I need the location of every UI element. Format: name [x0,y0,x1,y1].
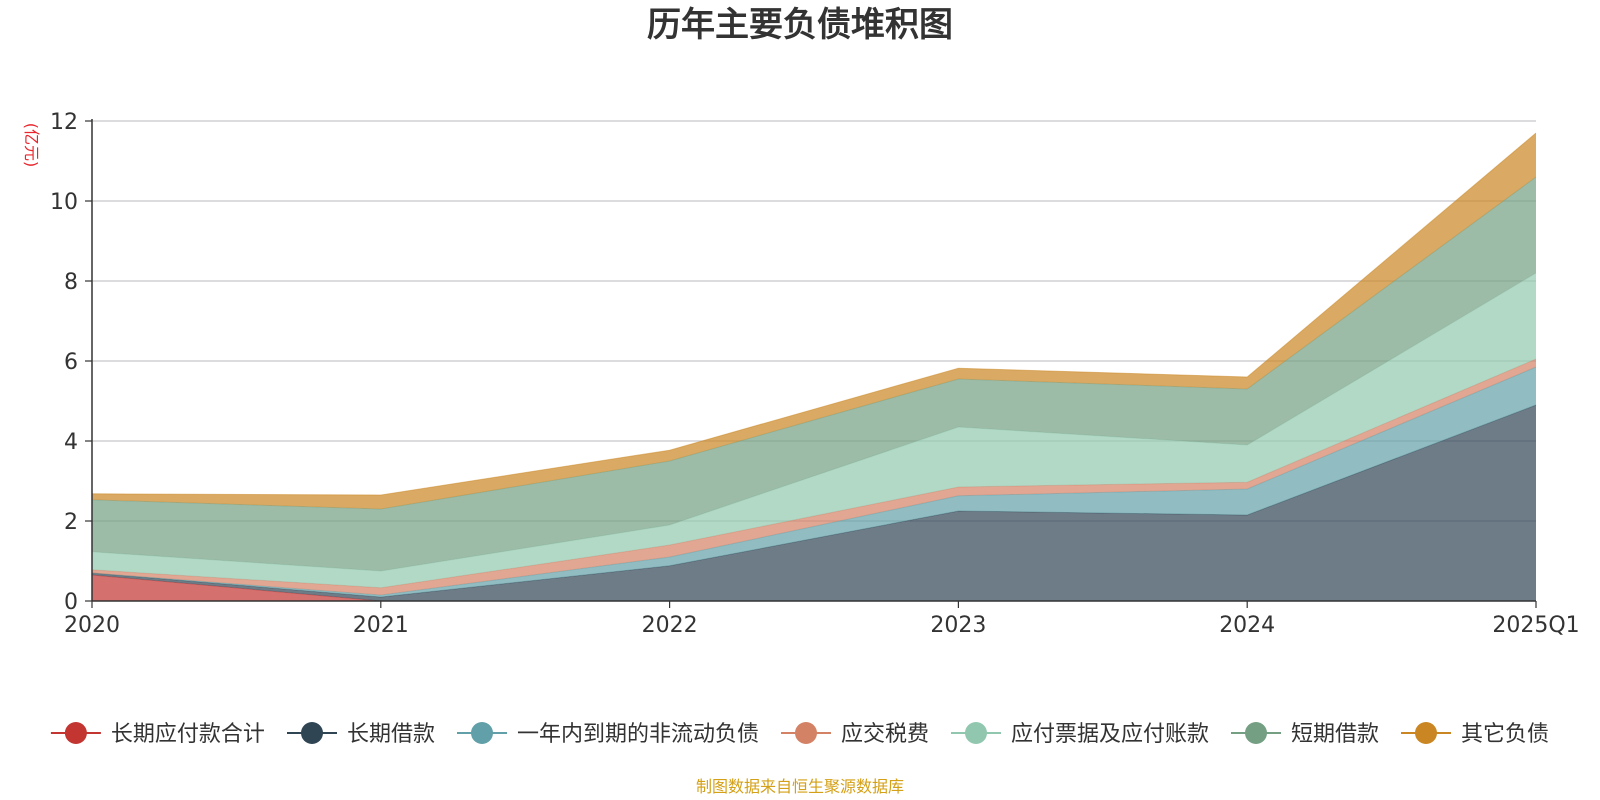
chart-title: 历年主要负债堆积图 [647,5,953,45]
x-tick-label-2025Q1: 2025Q1 [1492,613,1579,638]
legend-item-2: 一年内到期的非流动负债 [457,722,759,747]
legend-label-2: 一年内到期的非流动负债 [517,722,759,747]
legend-marker-4 [965,722,987,744]
y-tick-label-8: 8 [64,270,78,295]
area-series-5 [92,177,1536,571]
x-tick-label-2022: 2022 [642,613,698,638]
legend-item-5: 短期借款 [1231,722,1379,747]
y-tick-label-10: 10 [50,190,78,215]
x-tick-label-2020: 2020 [64,613,120,638]
legend-marker-1 [301,722,323,744]
legend-label-6: 其它负债 [1461,722,1549,747]
y-tick-label-12: 12 [50,110,78,135]
y-axis-unit-label: (亿元) [22,123,41,168]
legend-item-3: 应交税费 [781,722,929,747]
y-tick-label-4: 4 [64,430,78,455]
axes: 0 2 4 6 8 10 12 2020 2021 2022 2023 2024 2025Q1 [50,110,1580,638]
legend-item-1: 长期借款 [287,722,435,747]
x-tick-label-2021: 2021 [353,613,409,638]
legend-marker-2 [471,722,493,744]
legend-item-0: 长期应付款合计 [50,722,265,747]
legend-item-6: 其它负债 [1401,722,1549,747]
legend-marker-5 [1245,722,1267,744]
y-tick-label-2: 2 [64,510,78,535]
area-series-1 [92,405,1536,601]
legend-label-5: 短期借款 [1291,722,1379,747]
x-tick-label-2024: 2024 [1219,613,1275,638]
legend: 长期应付款合计 长期借款 一年内到期的非流动负债 应交税费 应付票据及应付账款 短期借款 其… [50,722,1549,747]
legend-label-0: 长期应付款合计 [111,722,265,747]
y-tick-label-0: 0 [64,590,78,615]
x-tick-label-2023: 2023 [930,613,986,638]
area-series [91,132,1537,602]
legend-marker-6 [1415,722,1437,744]
legend-marker-0 [64,722,87,744]
legend-label-3: 应交税费 [841,722,929,747]
source-note: 制图数据来自恒生聚源数据库 [696,777,904,796]
legend-label-4: 应付票据及应付账款 [1011,722,1209,747]
legend-item-4: 应付票据及应付账款 [951,722,1209,747]
area-series-0 [92,575,1536,601]
legend-marker-3 [795,722,817,744]
y-tick-label-6: 6 [64,350,78,375]
area-series-edge-6 [91,132,1537,496]
legend-label-1: 长期借款 [347,722,435,747]
